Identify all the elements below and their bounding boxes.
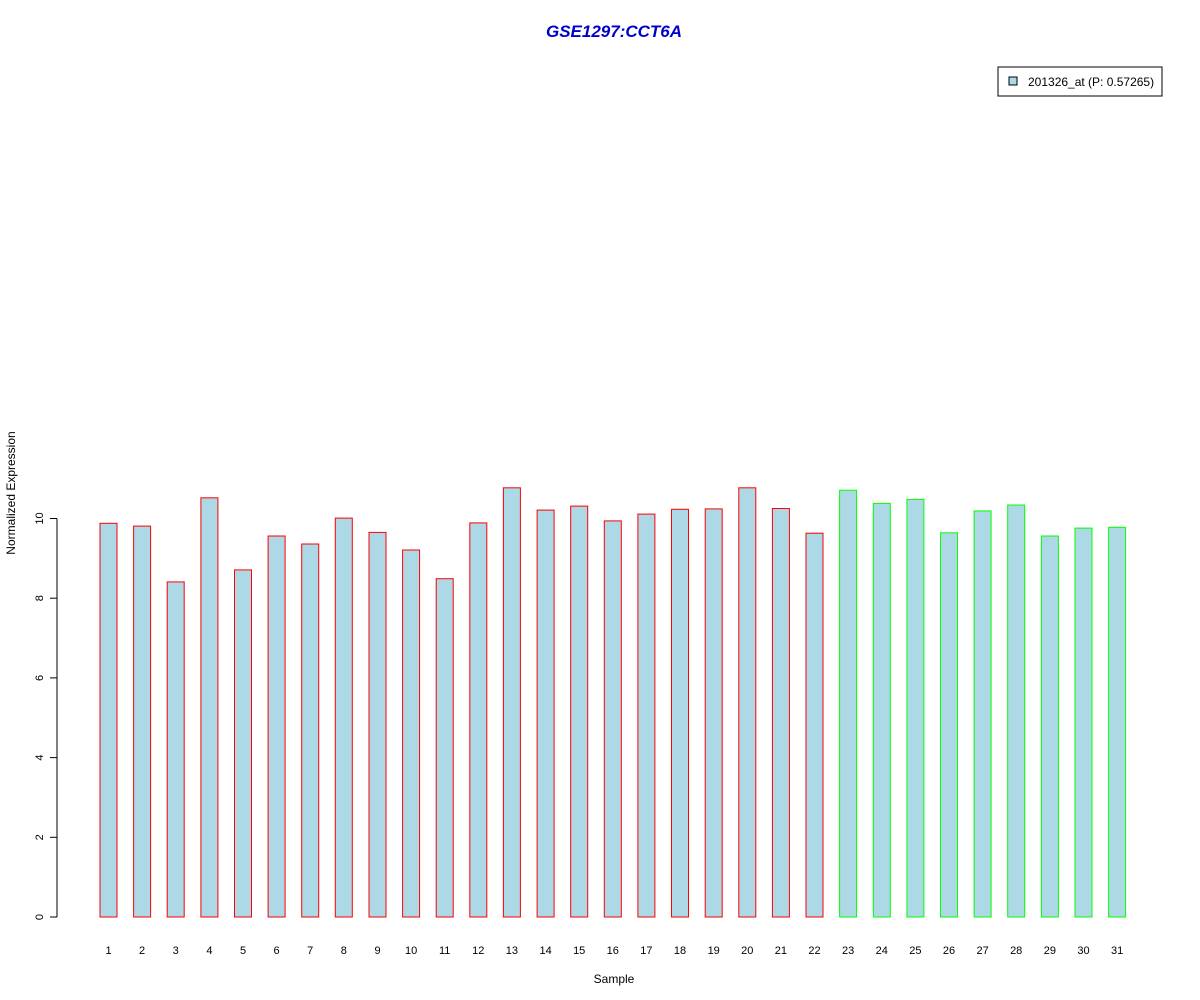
y-tick-label: 2 — [34, 834, 46, 840]
x-tick-label: 4 — [206, 945, 212, 957]
x-tick-label: 26 — [943, 945, 955, 957]
x-tick-label: 12 — [472, 945, 484, 957]
x-tick-label: 14 — [539, 945, 551, 957]
bar-sample-23 — [839, 489, 858, 918]
y-tick-label: 4 — [34, 755, 46, 761]
bar-sample-17 — [637, 513, 656, 918]
bar-sample-8 — [334, 517, 353, 918]
bar-sample-7 — [301, 543, 320, 918]
bar-sample-10 — [402, 549, 421, 918]
bar-sample-5 — [234, 569, 252, 918]
x-tick-label: 20 — [741, 945, 753, 957]
x-tick-label: 16 — [607, 945, 619, 957]
bars — [99, 487, 1127, 918]
bar-sample-16 — [603, 520, 622, 918]
y-axis-title: Normalized Expression — [4, 431, 18, 554]
x-tick-label: 18 — [674, 945, 686, 957]
legend-box — [997, 66, 1163, 97]
bar-sample-24 — [872, 502, 891, 918]
x-tick-label: 17 — [640, 945, 652, 957]
x-tick-label: 2 — [139, 945, 145, 957]
bar-sample-20 — [738, 487, 757, 918]
y-axis: 0 2 4 6 8 10 — [34, 512, 58, 920]
bar-sample-21 — [771, 508, 790, 918]
x-tick-label: 11 — [439, 945, 450, 957]
bar-sample-4 — [200, 497, 219, 918]
x-tick-label: 28 — [1010, 945, 1022, 957]
bar-sample-3 — [166, 581, 185, 918]
x-tick-label: 7 — [307, 945, 313, 957]
bar-sample-2 — [133, 525, 152, 918]
bar-sample-9 — [368, 531, 387, 918]
bar-sample-11 — [435, 578, 454, 918]
x-tick-label: 29 — [1044, 945, 1056, 957]
legend-entry: 201326_at (P: 0.57265) — [1028, 75, 1154, 89]
x-tick-label: 9 — [374, 945, 380, 957]
bar-sample-13 — [502, 487, 521, 918]
bar-sample-1 — [99, 522, 118, 918]
bar-sample-25 — [906, 498, 925, 918]
bar-sample-22 — [805, 532, 824, 918]
y-tick-label: 0 — [34, 914, 46, 920]
bar-sample-29 — [1040, 535, 1059, 918]
bar-sample-30 — [1074, 527, 1093, 918]
bar-sample-18 — [671, 508, 689, 918]
x-tick-label: 6 — [274, 945, 280, 957]
x-tick-label: 27 — [976, 945, 988, 957]
y-tick-label: 10 — [34, 512, 46, 524]
chart-title: GSE1297:CCT6A — [546, 22, 682, 41]
x-tick-labels: 1 2 3 4 5 6 7 8 9 10 11 12 13 14 15 16 17 18 19 20 21 22 23 24 2… — [105, 945, 1123, 957]
bar-sample-27 — [973, 510, 992, 918]
x-tick-label: 19 — [708, 945, 720, 957]
bar-sample-12 — [469, 522, 488, 918]
bar-sample-14 — [536, 509, 555, 918]
x-tick-label: 21 — [775, 945, 787, 957]
legend-swatch — [1008, 76, 1018, 86]
x-tick-label: 10 — [405, 945, 417, 957]
x-tick-label: 13 — [506, 945, 518, 957]
x-axis-title: Sample — [594, 972, 635, 986]
x-tick-label: 8 — [341, 945, 347, 957]
x-tick-label: 3 — [173, 945, 179, 957]
bar-sample-26 — [940, 532, 958, 918]
x-tick-label: 1 — [105, 945, 111, 957]
bar-sample-15 — [570, 505, 589, 918]
bar-sample-28 — [1007, 504, 1026, 918]
y-tick-label: 8 — [34, 595, 46, 601]
bar-sample-31 — [1108, 526, 1127, 918]
x-tick-label: 30 — [1077, 945, 1089, 957]
x-tick-label: 22 — [808, 945, 820, 957]
bar-sample-19 — [704, 508, 723, 918]
x-tick-label: 25 — [909, 945, 921, 957]
x-tick-label: 15 — [573, 945, 585, 957]
y-tick-label: 6 — [34, 675, 46, 681]
x-tick-label: 5 — [240, 945, 246, 957]
x-tick-label: 23 — [842, 945, 854, 957]
x-tick-label: 24 — [876, 945, 888, 957]
x-tick-label: 31 — [1111, 945, 1123, 957]
bar-sample-6 — [267, 535, 286, 918]
legend: 201326_at (P: 0.57265) — [997, 66, 1163, 97]
